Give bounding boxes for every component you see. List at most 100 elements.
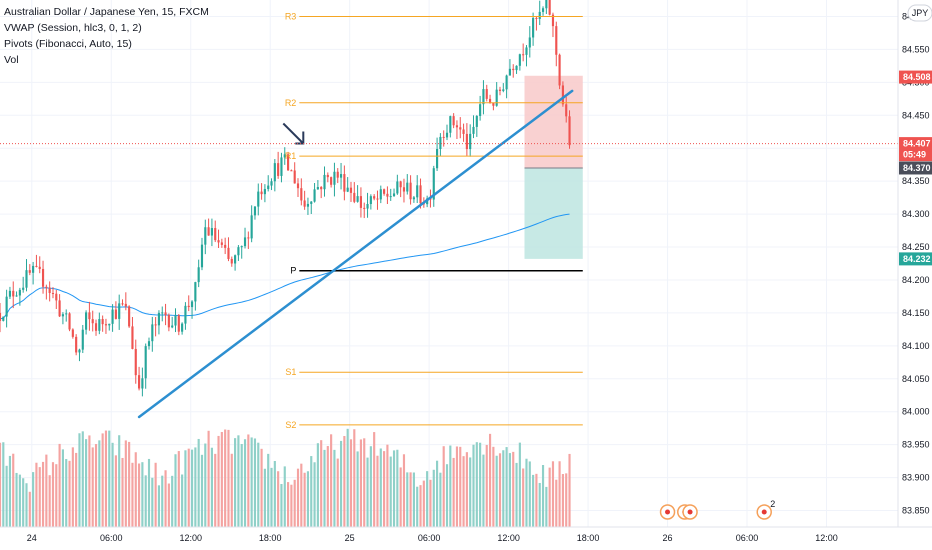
candle-body <box>300 188 303 201</box>
event-dot <box>687 509 693 515</box>
legend-vol[interactable]: Vol <box>4 54 19 66</box>
volume-bar <box>323 449 326 527</box>
time-tick-label: 18:00 <box>577 533 600 543</box>
candle-body <box>85 312 88 330</box>
volume-bar <box>565 473 568 527</box>
candle-body <box>174 315 177 326</box>
volume-bar <box>303 472 306 527</box>
candle-body <box>462 129 465 134</box>
volume-bar <box>426 471 429 527</box>
candle-body <box>137 375 141 389</box>
candle-body <box>313 189 316 202</box>
volume-bar <box>548 467 551 527</box>
candle-body <box>376 198 379 200</box>
candle-body <box>472 126 475 134</box>
candle-body <box>161 312 164 314</box>
volume-bar <box>339 440 343 527</box>
candle-body <box>214 228 217 241</box>
volume-bar <box>237 435 240 527</box>
volume-bar <box>359 439 362 527</box>
volume-bar <box>81 431 84 527</box>
candle-body <box>257 191 260 207</box>
candle-body <box>339 174 343 178</box>
volume-bar <box>316 443 319 527</box>
pivot-label-r2: R2 <box>285 98 297 108</box>
event-count: 2 <box>770 499 775 509</box>
volume-bar <box>379 448 382 527</box>
candle-body <box>532 17 535 38</box>
candle-body <box>541 8 545 12</box>
volume-bar <box>214 453 217 527</box>
candle-body <box>555 26 558 55</box>
volume-bar <box>558 461 561 527</box>
volume-bar <box>270 467 273 527</box>
candle-body <box>383 189 386 194</box>
volume-bar <box>263 468 266 527</box>
volume-bar <box>128 441 131 527</box>
candle-body <box>436 149 439 169</box>
candle-body <box>243 237 247 247</box>
volume-bar <box>171 475 174 527</box>
volume-bar <box>512 451 515 527</box>
volume-bar <box>247 434 250 527</box>
volume-bar <box>51 462 55 527</box>
candle-body <box>227 247 230 259</box>
volume-bar <box>545 486 548 527</box>
price-label-value: 84.370 <box>903 163 931 173</box>
price-tick-label: 84.100 <box>902 341 930 351</box>
candle-body <box>104 324 108 326</box>
candle-body <box>396 181 399 194</box>
legend-vwap[interactable]: VWAP (Session, hlc3, 0, 1, 2) <box>4 22 142 34</box>
candle-body <box>48 287 51 294</box>
volume-bar <box>124 440 127 527</box>
candle-body <box>78 349 81 353</box>
candle-body <box>154 324 157 326</box>
event-dot <box>665 509 671 515</box>
candle-body <box>505 75 508 90</box>
volume-bar <box>48 475 51 527</box>
volume-bar <box>442 446 445 527</box>
candle-body <box>144 346 147 379</box>
price-label-84-370: 84.370 <box>899 161 932 175</box>
candle-body <box>111 309 114 324</box>
volume-bar <box>402 454 406 527</box>
candle-body <box>18 289 21 296</box>
legend-pivots[interactable]: Pivots (Fibonacci, Auto, 15) <box>4 38 132 50</box>
volume-bar <box>151 477 154 527</box>
candle-body <box>363 207 366 209</box>
candle-body <box>260 191 263 195</box>
candle-body <box>280 157 283 176</box>
volume-bar <box>15 472 18 527</box>
volume-bar <box>227 429 230 527</box>
price-label-84-232: 84.232 <box>899 252 932 266</box>
candle-body <box>147 341 151 347</box>
candle-body <box>65 313 68 315</box>
currency-badge-bg <box>907 4 932 22</box>
candle-body <box>128 306 131 327</box>
price-label-countdown: 05:49 <box>903 150 926 160</box>
volume-bar <box>416 486 419 527</box>
volume-bar <box>432 469 435 527</box>
volume-bar <box>310 456 313 527</box>
volume-bar <box>61 449 64 527</box>
volume-bar <box>333 449 336 527</box>
candle-body <box>419 185 422 204</box>
candle-body <box>224 244 227 248</box>
candle-body <box>118 303 121 319</box>
volume-bar <box>455 446 459 527</box>
volume-bar <box>257 442 260 527</box>
volume-bar <box>406 472 409 527</box>
candle-body <box>247 237 250 239</box>
candle-body <box>565 104 568 117</box>
candle-body <box>190 301 194 308</box>
volume-bar <box>459 446 462 527</box>
pivot-label-r1: R1 <box>285 151 297 161</box>
legend-title[interactable]: Australian Dollar / Japanese Yen, 15, FX… <box>4 6 209 18</box>
candle-body <box>157 312 161 326</box>
candle-body <box>561 85 564 105</box>
volume-bar <box>94 444 98 527</box>
candle-body <box>217 240 220 243</box>
price-label-value: 84.407 <box>903 139 931 149</box>
